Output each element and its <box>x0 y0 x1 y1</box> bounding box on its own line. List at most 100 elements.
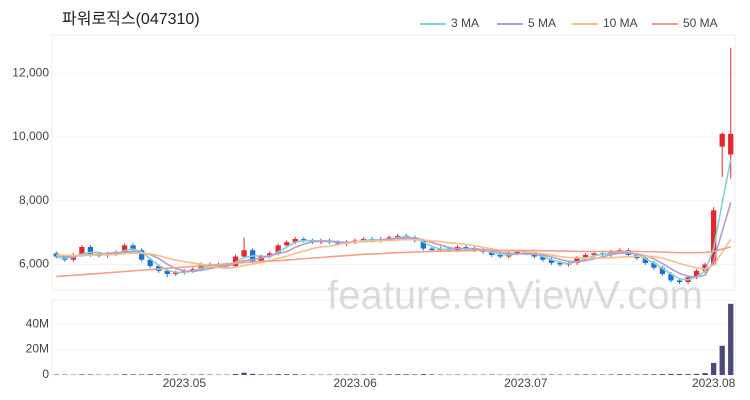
volume-bar <box>429 374 435 375</box>
chart-title: 파워로직스(047310) <box>62 10 200 28</box>
legend-label: 5 MA <box>528 16 556 30</box>
volume-bar <box>412 374 418 375</box>
candle-body <box>651 262 657 268</box>
candle-body <box>292 239 298 243</box>
candle-body <box>232 256 239 267</box>
candle-body <box>53 253 59 257</box>
volume-bar <box>241 372 247 375</box>
volume-bar <box>548 374 555 375</box>
volume-bar <box>164 374 170 375</box>
volume-bar <box>275 374 281 375</box>
volume-bar <box>258 374 264 375</box>
candle-body <box>659 267 666 275</box>
candle-body <box>147 259 153 267</box>
volume-bar <box>574 374 580 375</box>
candle-body <box>497 254 503 257</box>
x-tick-label: 2023.08 <box>692 376 736 390</box>
candle-body <box>582 254 589 259</box>
candle-body <box>284 242 290 246</box>
volume-bar <box>147 374 153 375</box>
candle-body <box>540 256 546 260</box>
volume-bar <box>249 373 256 375</box>
volume-bar <box>685 374 691 375</box>
candle-body <box>719 133 725 147</box>
volume-bar <box>130 374 136 375</box>
candle-body <box>728 133 734 155</box>
volume-bar <box>668 373 674 375</box>
volume-bar <box>173 374 179 375</box>
candle-body <box>164 270 170 275</box>
x-tick-label: 2023.06 <box>333 376 377 390</box>
volume-tick-label: 0 <box>42 367 49 381</box>
candle-body <box>138 250 145 260</box>
x-tick-label: 2023.07 <box>504 376 548 390</box>
volume-bar <box>138 374 145 375</box>
volume-bar <box>198 374 205 375</box>
volume-bar <box>728 303 734 375</box>
volume-bar <box>87 374 94 375</box>
volume-bar <box>403 374 409 375</box>
volume-bar <box>420 374 427 375</box>
candle-body <box>489 251 495 255</box>
watermark: feature.enViewV.com <box>327 274 703 318</box>
volume-bar <box>608 374 614 375</box>
candle-body <box>557 262 563 265</box>
ma-line <box>56 238 732 271</box>
volume-bar <box>301 374 307 375</box>
candle-body <box>87 246 94 255</box>
volume-bar <box>156 374 162 375</box>
volume-bar <box>121 374 128 375</box>
y-tick-label: 12,000 <box>12 65 49 79</box>
legend-label: 50 MA <box>683 16 718 30</box>
volume-bar <box>591 374 597 375</box>
x-tick-label: 2023.05 <box>163 376 207 390</box>
candle-body <box>429 248 435 251</box>
volume-bar <box>582 374 589 375</box>
volume-bar <box>659 374 666 375</box>
candle-body <box>121 245 128 253</box>
volume-bar <box>267 374 273 375</box>
volume-bar <box>719 345 725 375</box>
volume-bar <box>651 374 657 375</box>
volume-tick-label: 20M <box>26 342 49 356</box>
y-tick-label: 10,000 <box>12 129 49 143</box>
candle-body <box>514 251 520 254</box>
volume-bar <box>634 374 640 375</box>
candle-body <box>548 259 555 263</box>
legend-label: 10 MA <box>603 16 638 30</box>
volume-bar <box>386 374 392 375</box>
candle-body <box>693 270 700 278</box>
volume-bar <box>676 373 683 375</box>
volume-bar <box>711 362 717 375</box>
legend-label: 3 MA <box>451 16 479 30</box>
candle-body <box>702 264 708 271</box>
volume-bar <box>284 374 290 375</box>
candle-body <box>79 246 85 255</box>
ma-line <box>56 246 731 278</box>
volume-bar <box>360 374 367 375</box>
candle-body <box>642 258 649 263</box>
price-panel <box>51 34 736 291</box>
ma-line <box>56 202 732 278</box>
candle-body <box>591 253 597 255</box>
volume-bar <box>378 374 384 375</box>
y-tick-label: 8,000 <box>19 193 49 207</box>
candle-body <box>420 240 427 249</box>
volume-bar <box>693 373 700 375</box>
volume-bar <box>702 373 708 375</box>
candle-body <box>241 250 247 257</box>
volume-bar <box>292 374 298 375</box>
y-tick-label: 6,000 <box>19 257 49 271</box>
ma-line <box>56 159 732 281</box>
volume-bar <box>642 374 649 375</box>
candle-body <box>676 280 683 283</box>
volume-bar <box>625 374 631 375</box>
volume-bar <box>617 374 623 375</box>
candle-body <box>668 274 674 281</box>
volume-bar <box>53 374 59 375</box>
candle-body <box>574 258 580 263</box>
volume-tick-label: 40M <box>26 316 49 330</box>
volume-bar <box>79 374 85 375</box>
volume-bar <box>232 373 239 375</box>
